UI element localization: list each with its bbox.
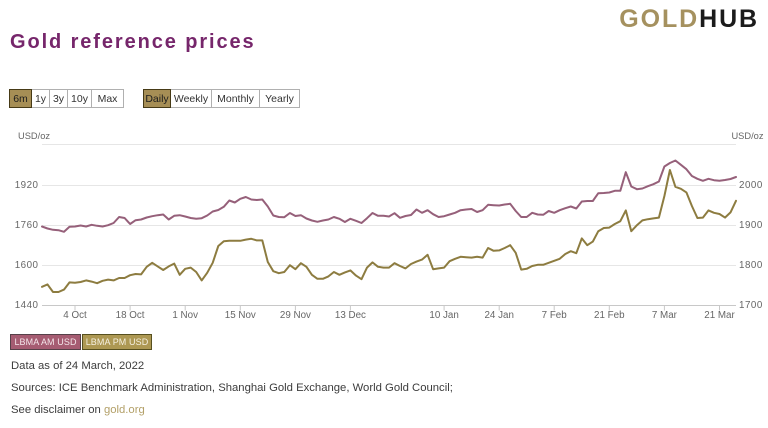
svg-text:21 Feb: 21 Feb xyxy=(594,310,625,321)
svg-text:1920: 1920 xyxy=(15,180,39,191)
svg-text:7 Feb: 7 Feb xyxy=(542,310,568,321)
svg-text:21 Mar: 21 Mar xyxy=(704,310,735,321)
svg-text:7 Mar: 7 Mar xyxy=(652,310,678,321)
svg-text:USD/oz: USD/oz xyxy=(18,131,50,141)
svg-text:13 Dec: 13 Dec xyxy=(335,310,366,321)
svg-text:USD/oz: USD/oz xyxy=(731,131,763,141)
svg-text:10 Jan: 10 Jan xyxy=(429,310,458,321)
svg-text:1760: 1760 xyxy=(15,220,39,231)
svg-text:1440: 1440 xyxy=(15,300,39,311)
svg-text:2000: 2000 xyxy=(739,180,763,191)
svg-text:29 Nov: 29 Nov xyxy=(280,310,311,321)
svg-text:1600: 1600 xyxy=(15,260,39,271)
svg-text:15 Nov: 15 Nov xyxy=(225,310,256,321)
svg-text:1900: 1900 xyxy=(739,220,763,231)
svg-text:18 Oct: 18 Oct xyxy=(116,310,145,321)
svg-text:1700: 1700 xyxy=(739,300,763,311)
svg-text:1 Nov: 1 Nov xyxy=(172,310,198,321)
svg-text:24 Jan: 24 Jan xyxy=(484,310,513,321)
svg-text:1800: 1800 xyxy=(739,260,763,271)
svg-text:4 Oct: 4 Oct xyxy=(63,310,87,321)
